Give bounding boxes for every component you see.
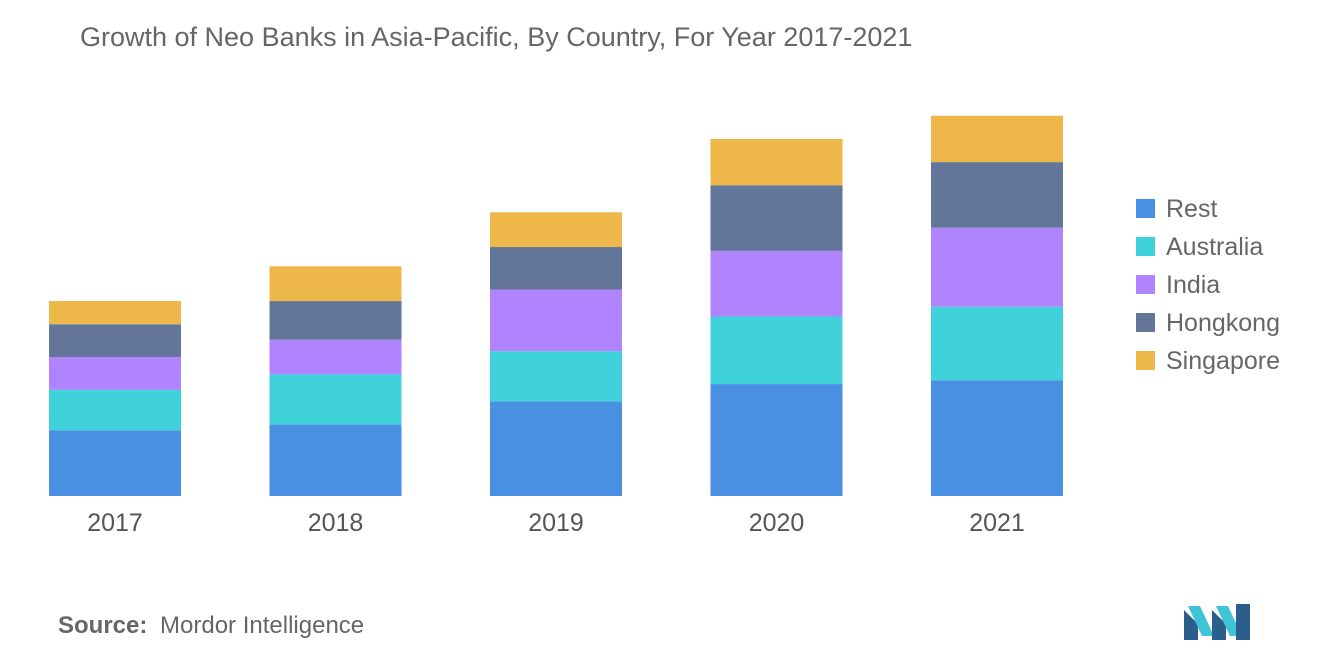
source-line: Source: Mordor Intelligence — [58, 612, 364, 640]
bar-australia-2020 — [710, 316, 843, 385]
bar-india-2021 — [931, 227, 1063, 307]
bar-india-2020 — [710, 250, 843, 317]
x-axis-ticks: 2017 2018 2019 2020 2021 — [87, 509, 1025, 537]
legend-label: Hongkong — [1166, 309, 1280, 337]
bar-singapore-2017 — [49, 301, 181, 325]
bar-singapore-2021 — [931, 115, 1063, 163]
legend-item-rest: Rest — [1136, 195, 1217, 223]
bar-australia-2018 — [269, 374, 402, 425]
bar-rest-2017 — [49, 430, 181, 496]
bar-rest-2020 — [710, 384, 843, 496]
bar-singapore-2020 — [710, 138, 843, 186]
x-tick-label: 2019 — [528, 509, 584, 537]
legend-item-singapore: Singapore — [1136, 347, 1280, 375]
source-label: Source: — [58, 612, 148, 639]
legend-item-australia: Australia — [1136, 233, 1263, 261]
legend-swatch — [1136, 199, 1155, 218]
bar-rest-2018 — [269, 424, 402, 496]
chart-title: Growth of Neo Banks in Asia-Pacific, By … — [80, 22, 913, 52]
bar-australia-2019 — [490, 351, 622, 402]
legend-swatch — [1136, 237, 1155, 256]
legend-label: India — [1166, 271, 1220, 299]
bar-australia-2021 — [931, 306, 1063, 381]
legend-label: Australia — [1166, 233, 1263, 261]
bar-hongkong-2021 — [931, 162, 1063, 228]
bars-layer — [49, 115, 1063, 496]
bar-australia-2017 — [49, 389, 181, 431]
x-tick-label: 2020 — [749, 509, 805, 537]
bar-rest-2021 — [931, 380, 1063, 496]
mordor-logo-icon — [1184, 604, 1250, 640]
bar-singapore-2019 — [490, 212, 622, 248]
legend-swatch — [1136, 351, 1155, 370]
legend-swatch — [1136, 275, 1155, 294]
bar-india-2018 — [269, 339, 402, 375]
x-tick-label: 2017 — [87, 509, 143, 537]
bar-hongkong-2019 — [490, 247, 622, 290]
legend-label: Singapore — [1166, 347, 1280, 375]
legend-item-hongkong: Hongkong — [1136, 309, 1280, 337]
bar-hongkong-2017 — [49, 324, 181, 358]
source-text: Mordor Intelligence — [160, 612, 365, 639]
x-tick-label: 2018 — [308, 509, 364, 537]
bar-rest-2019 — [490, 401, 622, 496]
legend-label: Rest — [1166, 195, 1217, 223]
bar-india-2017 — [49, 357, 181, 390]
bar-singapore-2018 — [269, 266, 402, 302]
legend: Rest Australia India Hongkong Singapore — [1136, 195, 1280, 375]
bar-india-2019 — [490, 289, 622, 352]
bar-hongkong-2020 — [710, 185, 843, 251]
x-tick-label: 2021 — [969, 509, 1025, 537]
legend-item-india: India — [1136, 271, 1220, 299]
legend-swatch — [1136, 313, 1155, 332]
bar-hongkong-2018 — [269, 301, 402, 340]
